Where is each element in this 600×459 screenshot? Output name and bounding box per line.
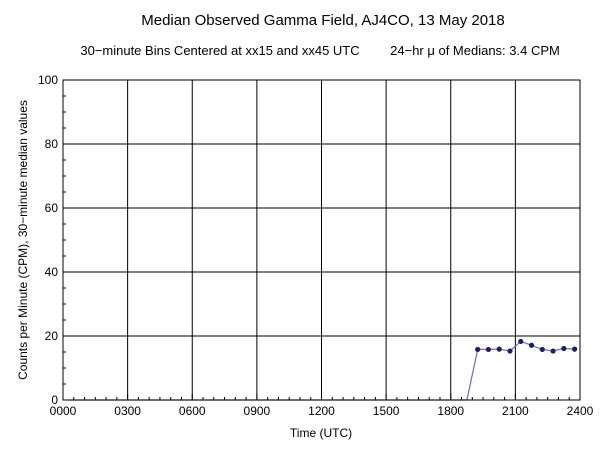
data-point	[550, 348, 556, 354]
chart-subtitle-mean: 24−hr μ of Medians: 3.4 CPM	[390, 43, 560, 58]
gridlines	[62, 79, 581, 401]
data-point	[485, 346, 492, 353]
chart-title: Median Observed Gamma Field, AJ4CO, 13 M…	[141, 12, 505, 29]
data-point	[475, 346, 481, 353]
tick-labels: 0000 0300 0600 0900 1200 1500 1800 2100 2400 0 20 4…	[38, 73, 594, 418]
data-point	[561, 345, 567, 352]
x-axis-label: Time (UTC)	[290, 426, 352, 440]
data-point	[518, 338, 524, 345]
plot-frame	[62, 79, 581, 401]
x-tick-label: 1200	[308, 404, 335, 418]
x-tick-label: 1800	[437, 404, 464, 418]
data-point	[528, 342, 535, 348]
data-series	[68, 338, 578, 401]
y-tick-label: 40	[45, 265, 59, 279]
x-tick-label: 2100	[502, 404, 529, 418]
x-tick-label: 0000	[50, 404, 77, 418]
y-tick-label: 0	[51, 393, 58, 407]
data-point	[539, 346, 545, 353]
x-tick-label: 0900	[244, 404, 271, 418]
y-tick-label: 20	[45, 329, 59, 343]
data-point	[572, 346, 578, 352]
data-point	[496, 346, 502, 352]
x-tick-label: 0300	[114, 404, 141, 418]
y-tick-label: 60	[45, 201, 59, 215]
x-tick-label: 0600	[179, 404, 206, 418]
y-tick-label: 100	[38, 73, 58, 87]
y-axis-label: Counts per Minute (CPM), 30−minute media…	[16, 100, 30, 380]
chart-subtitle-bins: 30−minute Bins Centered at xx15 and xx45…	[80, 43, 359, 58]
data-point	[507, 348, 513, 354]
y-tick-label: 80	[45, 137, 59, 151]
x-tick-label: 2400	[567, 404, 594, 418]
x-tick-label: 1500	[373, 404, 400, 418]
